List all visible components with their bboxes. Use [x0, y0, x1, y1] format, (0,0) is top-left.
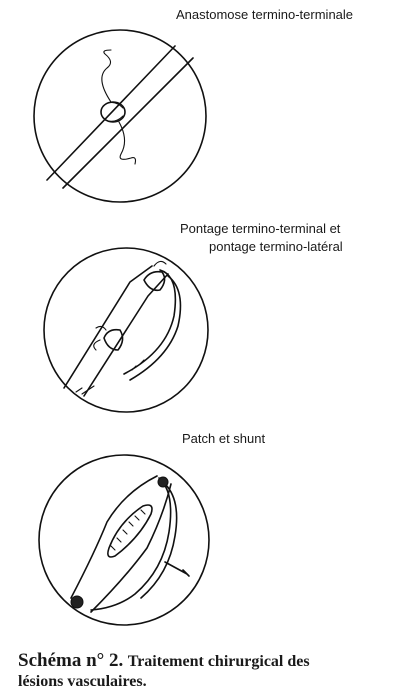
- panel-3-title: Patch et shunt: [182, 431, 266, 446]
- end-to-end-anastomosis-figure: [33, 29, 207, 203]
- vessel-wall-right: [90, 483, 172, 613]
- figure-caption: Schéma n° 2. Traitement chirurgical des …: [18, 650, 398, 691]
- suture-thread-bottom: [118, 121, 137, 165]
- caption-text-line-2: lésions vasculaires.: [18, 673, 147, 690]
- panel-2-title-line-2: pontage termino-latéral: [209, 239, 343, 254]
- shunt-tube: [90, 477, 172, 611]
- figure-circle: [43, 247, 209, 413]
- vessel-wall-upper: [63, 265, 153, 389]
- clamp-top: [157, 476, 169, 488]
- vein-patch: [107, 504, 153, 558]
- anastomosis-suture-upper: [143, 270, 166, 292]
- patch-and-shunt-figure: [38, 454, 210, 626]
- panel-2-title-line-1: Pontage termino-terminal et: [180, 221, 341, 236]
- anastomosis-suture-middle: [103, 328, 124, 351]
- caption-head: Schéma n° 2.: [18, 650, 124, 671]
- clamp-bottom: [70, 595, 84, 609]
- vessel-wall-upper: [46, 45, 176, 181]
- side-branch: [164, 561, 190, 577]
- panel-1-title: Anastomose termino-terminale: [176, 7, 354, 22]
- vessel-wall-left: [70, 475, 158, 599]
- figure-circle: [33, 29, 207, 203]
- bypass-graft-figure: [43, 247, 209, 413]
- caption-text-line-1: Traitement chirurgical des: [127, 653, 310, 670]
- vessel-wall-lower: [62, 57, 194, 189]
- vessel-wall-lower: [83, 273, 169, 397]
- suture-thread-top: [101, 49, 112, 103]
- figure-circle: [38, 454, 210, 626]
